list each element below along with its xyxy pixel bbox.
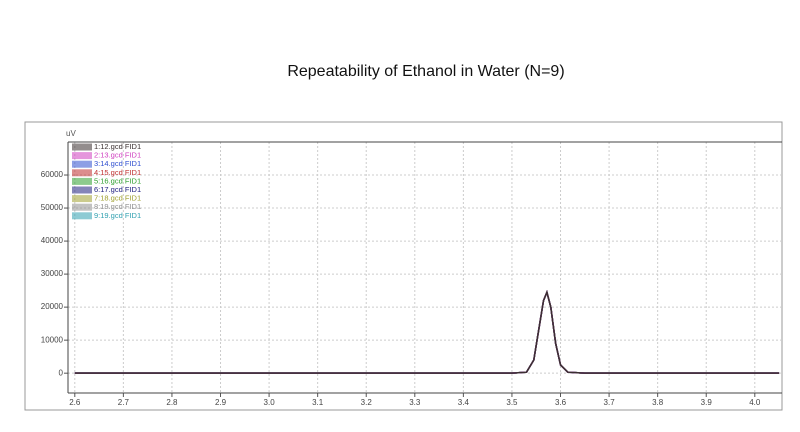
legend-label: 6:17.gcd FID1 <box>94 185 141 194</box>
y-tick-label: 50000 <box>41 203 64 212</box>
legend-swatch <box>72 160 92 168</box>
y-tick-label: 40000 <box>41 236 64 245</box>
chart-frame <box>24 121 783 411</box>
x-tick-label: 3.1 <box>312 398 324 407</box>
y-tick-label: 10000 <box>41 335 64 344</box>
legend-label: 4:15.gcd FID1 <box>94 168 141 177</box>
x-tick-label: 2.8 <box>166 398 178 407</box>
x-tick-label: 2.7 <box>118 398 130 407</box>
x-tick-label: 3.3 <box>409 398 421 407</box>
legend-label: 7:18.gcd FID1 <box>94 194 141 203</box>
y-axis-label: uV <box>66 129 76 138</box>
x-tick-label: 3.6 <box>555 398 567 407</box>
y-tick-label: 60000 <box>41 170 64 179</box>
series-line <box>74 289 780 374</box>
legend-swatch <box>72 186 92 194</box>
legend-swatch <box>72 152 92 160</box>
legend-swatch <box>72 195 92 203</box>
legend-label: 9:19.gcd FID1 <box>94 211 141 220</box>
x-tick-label: 2.6 <box>69 398 81 407</box>
x-tick-label: 3.5 <box>506 398 518 407</box>
legend-label: 2:13.gcd FID1 <box>94 151 141 160</box>
x-tick-label: 3.9 <box>701 398 713 407</box>
y-tick-label: 30000 <box>41 269 64 278</box>
legend-swatch <box>72 212 92 220</box>
legend-label: 5:16.gcd FID1 <box>94 176 141 185</box>
legend-label: 8:19.gcd FID1 <box>94 202 141 211</box>
y-tick-label: 0 <box>59 368 64 377</box>
legend-label: 3:14.gcd FID1 <box>94 159 141 168</box>
x-tick-label: 3.2 <box>361 398 373 407</box>
legend-swatch <box>72 143 92 151</box>
chart-title: Repeatability of Ethanol in Water (N=9) <box>287 63 564 80</box>
y-tick-label: 20000 <box>41 302 64 311</box>
legend-swatch <box>72 169 92 177</box>
x-tick-label: 3.0 <box>264 398 276 407</box>
x-tick-label: 3.4 <box>458 398 470 407</box>
x-tick-label: 2.9 <box>215 398 227 407</box>
x-tick-label: 3.8 <box>652 398 664 407</box>
legend-label: 1:12.gcd FID1 <box>94 142 141 151</box>
legend-swatch <box>72 203 92 211</box>
x-tick-label: 3.7 <box>604 398 616 407</box>
legend-swatch <box>72 177 92 185</box>
x-tick-label: 4.0 <box>749 398 761 407</box>
